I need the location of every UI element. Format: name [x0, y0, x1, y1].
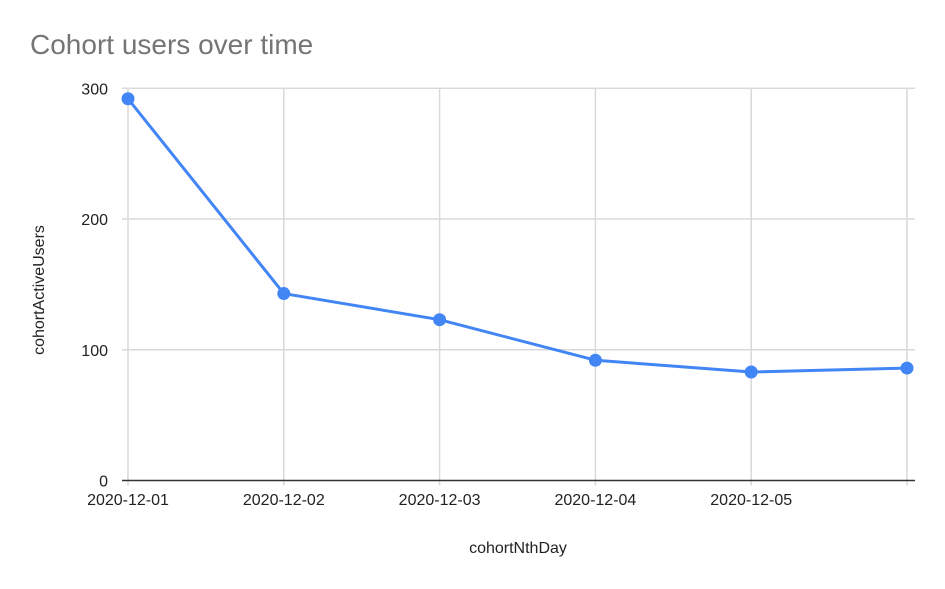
series-line — [126, 97, 908, 374]
data-point — [588, 353, 602, 367]
x-axis-title: cohortNthDay — [469, 540, 567, 557]
x-tick-label: 2020-12-04 — [554, 492, 636, 509]
x-tick-label: 2020-12-01 — [87, 492, 169, 509]
y-tick-label: 100 — [81, 343, 108, 360]
x-tick-label: 2020-12-02 — [243, 492, 325, 509]
x-tick-labels: 2020-12-01 2020-12-02 2020-12-03 2020-12-04… — [87, 492, 792, 509]
x-tick-label: 2020-12-03 — [399, 492, 481, 509]
chart-title: Cohort users over time — [30, 29, 313, 60]
data-point — [900, 361, 914, 375]
y-tick-labels: 0 100 200 300 — [81, 81, 108, 490]
gridlines — [122, 87, 915, 486]
data-point — [744, 365, 758, 379]
series-layer — [121, 92, 914, 379]
y-tick-label: 0 — [99, 474, 108, 491]
data-point — [433, 313, 447, 327]
data-point — [277, 287, 291, 301]
data-point — [121, 92, 135, 106]
y-tick-label: 300 — [81, 81, 108, 98]
y-tick-label: 200 — [81, 212, 108, 229]
y-axis-title: cohortActiveUsers — [31, 225, 48, 355]
x-tick-label: 2020-12-05 — [710, 492, 792, 509]
